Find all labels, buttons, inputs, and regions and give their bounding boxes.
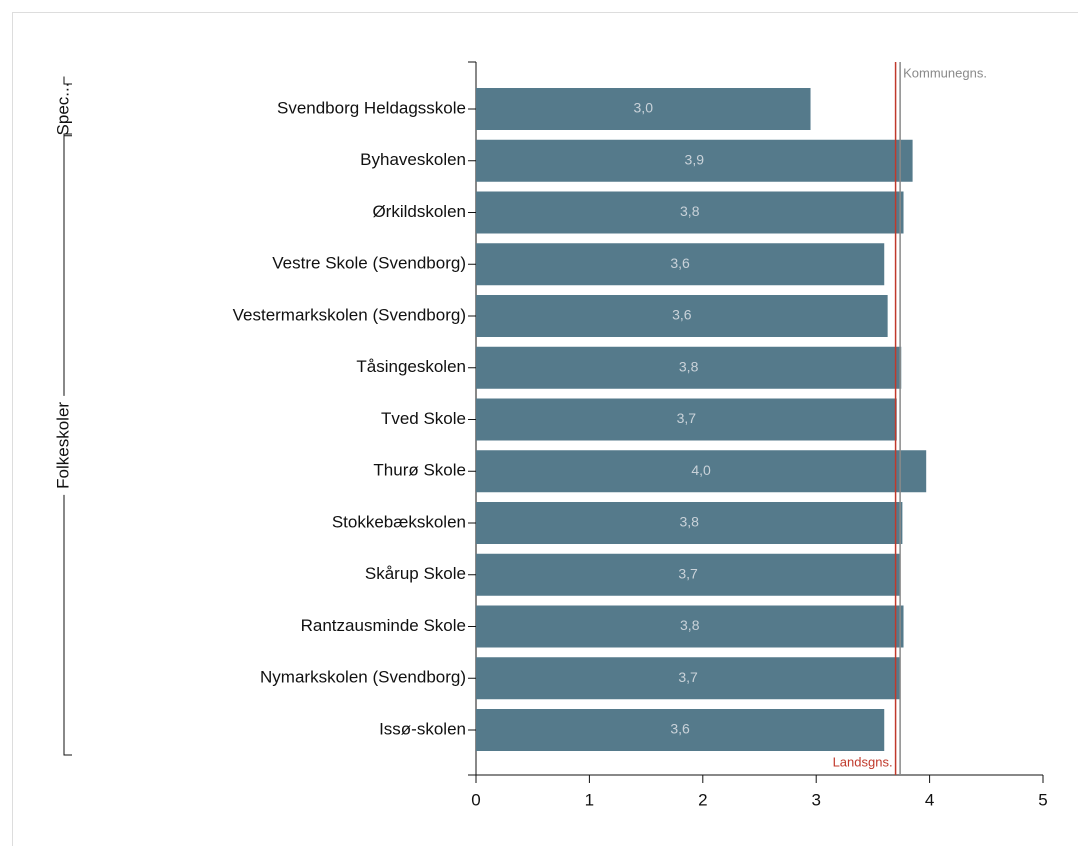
y-tick-label: Ørkildskolen — [372, 202, 466, 221]
bar — [476, 709, 885, 751]
value-label: 3,8 — [679, 358, 699, 374]
value-label: 3,6 — [672, 307, 692, 323]
value-label: 4,0 — [691, 462, 711, 478]
y-tick-label: Nymarkskolen (Svendborg) — [260, 668, 466, 687]
y-tick-label: Tåsingeskolen — [356, 357, 466, 376]
bar — [476, 243, 885, 286]
x-tick-label: 2 — [698, 790, 707, 809]
value-label: 3,7 — [678, 669, 698, 685]
bar — [476, 605, 904, 648]
value-label: 3,8 — [680, 203, 700, 219]
y-tick-label: Skårup Skole — [365, 564, 466, 583]
reference-label: Kommunegns. — [903, 65, 987, 80]
bar — [476, 398, 897, 441]
reference-label: Landsgns. — [833, 754, 893, 769]
value-label: 3,6 — [670, 255, 690, 271]
bar — [476, 502, 903, 544]
value-label: 3,6 — [670, 721, 690, 737]
bar — [476, 191, 904, 234]
group-bracket — [63, 135, 72, 756]
value-label: 3,7 — [678, 565, 698, 581]
x-tick-label: 0 — [471, 790, 480, 809]
y-tick-label: Rantzausminde Skole — [301, 616, 466, 635]
x-tick-label: 1 — [585, 790, 594, 809]
bar — [476, 295, 888, 337]
y-tick-label: Tved Skole — [381, 409, 466, 428]
value-label: 3,9 — [685, 151, 705, 167]
x-tick-label: 3 — [811, 790, 820, 809]
value-label: 3,7 — [677, 410, 697, 426]
y-tick-label: Svendborg Heldagsskole — [277, 98, 466, 117]
bar — [476, 88, 811, 130]
value-label: 3,8 — [680, 617, 700, 633]
group-label: Folkeskoler — [53, 402, 72, 489]
y-tick-label: Issø-skolen — [379, 719, 466, 738]
y-tick-label: Byhaveskolen — [360, 150, 466, 169]
bar — [476, 139, 913, 182]
frame — [12, 12, 1078, 846]
bar — [476, 657, 901, 700]
group-label: Spec... — [53, 83, 72, 136]
x-tick-label: 5 — [1038, 790, 1047, 809]
y-tick-label: Thurø Skole — [373, 461, 466, 480]
y-tick-label: Vestre Skole (Svendborg) — [272, 254, 466, 273]
x-tick-label: 4 — [925, 790, 934, 809]
bar — [476, 553, 901, 596]
value-label: 3,8 — [679, 514, 699, 530]
y-tick-label: Stokkebækskolen — [332, 512, 466, 531]
value-label: 3,0 — [634, 100, 654, 116]
bar — [476, 346, 902, 389]
y-tick-label: Vestermarkskolen (Svendborg) — [233, 305, 466, 324]
bar — [476, 450, 927, 493]
